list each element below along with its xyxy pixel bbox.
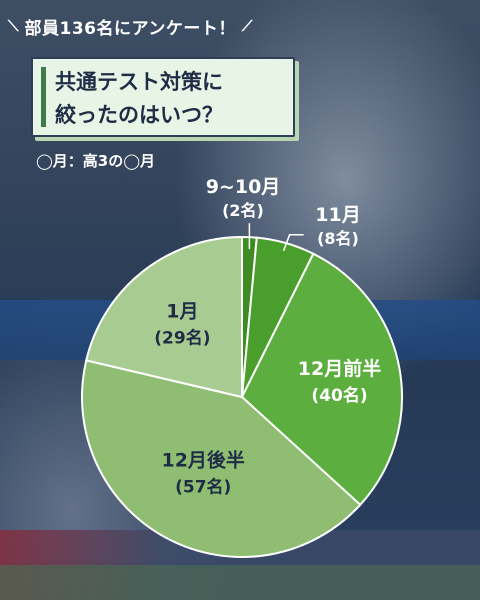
pie-leader-lines	[248, 223, 304, 252]
survey-header: ⟍ 部員136名にアンケート！ ⟋	[8, 10, 308, 42]
slice-label-slice-12-late: 12月後半	[161, 449, 244, 472]
slice-value-slice-9-10: (2名)	[222, 201, 264, 220]
slice-1	[85, 235, 243, 399]
header-right-mark-icon: ⟋	[241, 17, 253, 35]
title-line-1: 共通テスト対策に	[55, 70, 223, 94]
slice-12-late	[81, 359, 362, 558]
pie-labels: 12月前半 (40名) 12月後半 (57名) 1月 (29名) 9~10月 (2名) 11月 (…	[154, 176, 381, 498]
month-note: ◯月：高3の◯月	[36, 152, 156, 170]
slice-12-early	[240, 252, 403, 507]
pie-slices	[81, 235, 403, 558]
slice-label-slice-12-early: 12月前半	[298, 357, 381, 380]
leader-11	[282, 234, 304, 252]
slice-value-slice-12-early: (40名)	[311, 385, 367, 406]
slice-value-slice-12-late: (57名)	[175, 477, 231, 498]
background-ground	[0, 565, 480, 600]
slice-label-slice-1: 1月	[166, 301, 198, 323]
title-accent-bar	[41, 67, 46, 127]
title-box: 共通テスト対策に 絞ったのはいつ？	[31, 57, 295, 137]
header-left-mark-icon: ⟍	[8, 17, 19, 35]
header-text: 部員136名にアンケート！	[24, 18, 236, 39]
slice-value-slice-1: (29名)	[154, 328, 210, 349]
slice-value-slice-11: (8名)	[317, 229, 359, 248]
title-line-2: 絞ったのはいつ？	[55, 103, 223, 127]
slice-label-slice-11: 11月	[315, 204, 360, 226]
slice-label-slice-9-10: 9~10月	[206, 176, 281, 198]
